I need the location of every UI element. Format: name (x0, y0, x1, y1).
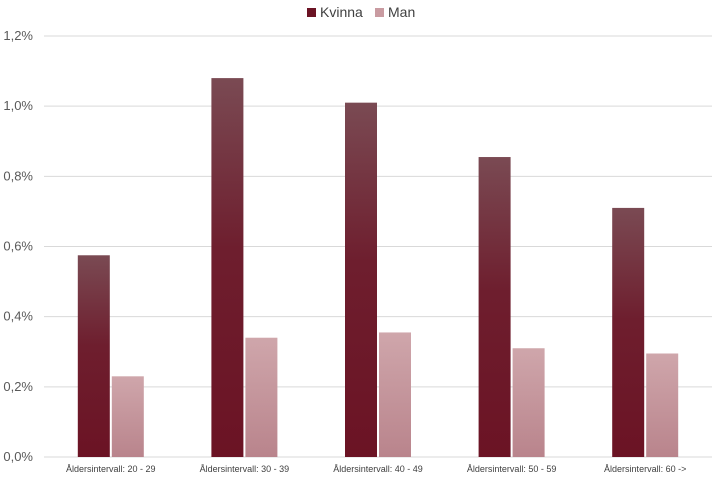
legend: Kvinna Man (307, 4, 415, 20)
y-tick-label: 0,4% (3, 309, 33, 324)
bar-man-1: Man: 0.34 (245, 337, 278, 457)
legend-swatch-man (375, 8, 384, 17)
y-tick-label: 1,2% (3, 28, 33, 43)
y-tick-label: 0,2% (3, 379, 33, 394)
bar-man-2: Man: 0.355 (379, 332, 411, 457)
legend-label-kvinna: Kvinna (320, 4, 363, 20)
x-category-label: Åldersintervall: 40 - 49 (333, 464, 423, 474)
bar-kvinna-4: Kvinna: 0.71 (612, 207, 645, 457)
gridlines (44, 35, 712, 458)
bar-kvinna-1: Kvinna: 1.08 (211, 78, 244, 457)
x-category-label: Åldersintervall: 50 - 59 (467, 464, 557, 474)
bar-man-3: Man: 0.31 (512, 348, 545, 457)
y-axis-tick-labels: 0,0% 0,2% 0,4% 0,6% 0,8% 1,0% 1,2% (3, 28, 33, 464)
bar-kvinna-0: Kvinna: 0.575 (77, 255, 110, 457)
bars: Kvinna: 0.575Man: 0.23Kvinna: 1.08Man: 0… (77, 78, 679, 458)
bar-man-0: Man: 0.23 (111, 376, 144, 457)
x-axis-category-labels: Åldersintervall: 20 - 29 Åldersintervall:… (66, 464, 686, 474)
y-tick-label: 1,0% (3, 98, 33, 113)
bar-kvinna-3: Kvinna: 0.855 (478, 157, 511, 457)
bar-man-4: Man: 0.295 (646, 353, 679, 457)
x-category-label: Åldersintervall: 60 -> (604, 464, 686, 474)
x-category-label: Åldersintervall: 30 - 39 (200, 464, 290, 474)
y-tick-label: 0,6% (3, 239, 33, 254)
y-tick-label: 0,8% (3, 168, 33, 183)
bar-kvinna-2: Kvinna: 1.01 (345, 102, 377, 458)
legend-swatch-kvinna (307, 8, 316, 17)
y-tick-label: 0,0% (3, 449, 33, 464)
legend-label-man: Man (388, 4, 415, 20)
x-category-label: Åldersintervall: 20 - 29 (66, 464, 156, 474)
